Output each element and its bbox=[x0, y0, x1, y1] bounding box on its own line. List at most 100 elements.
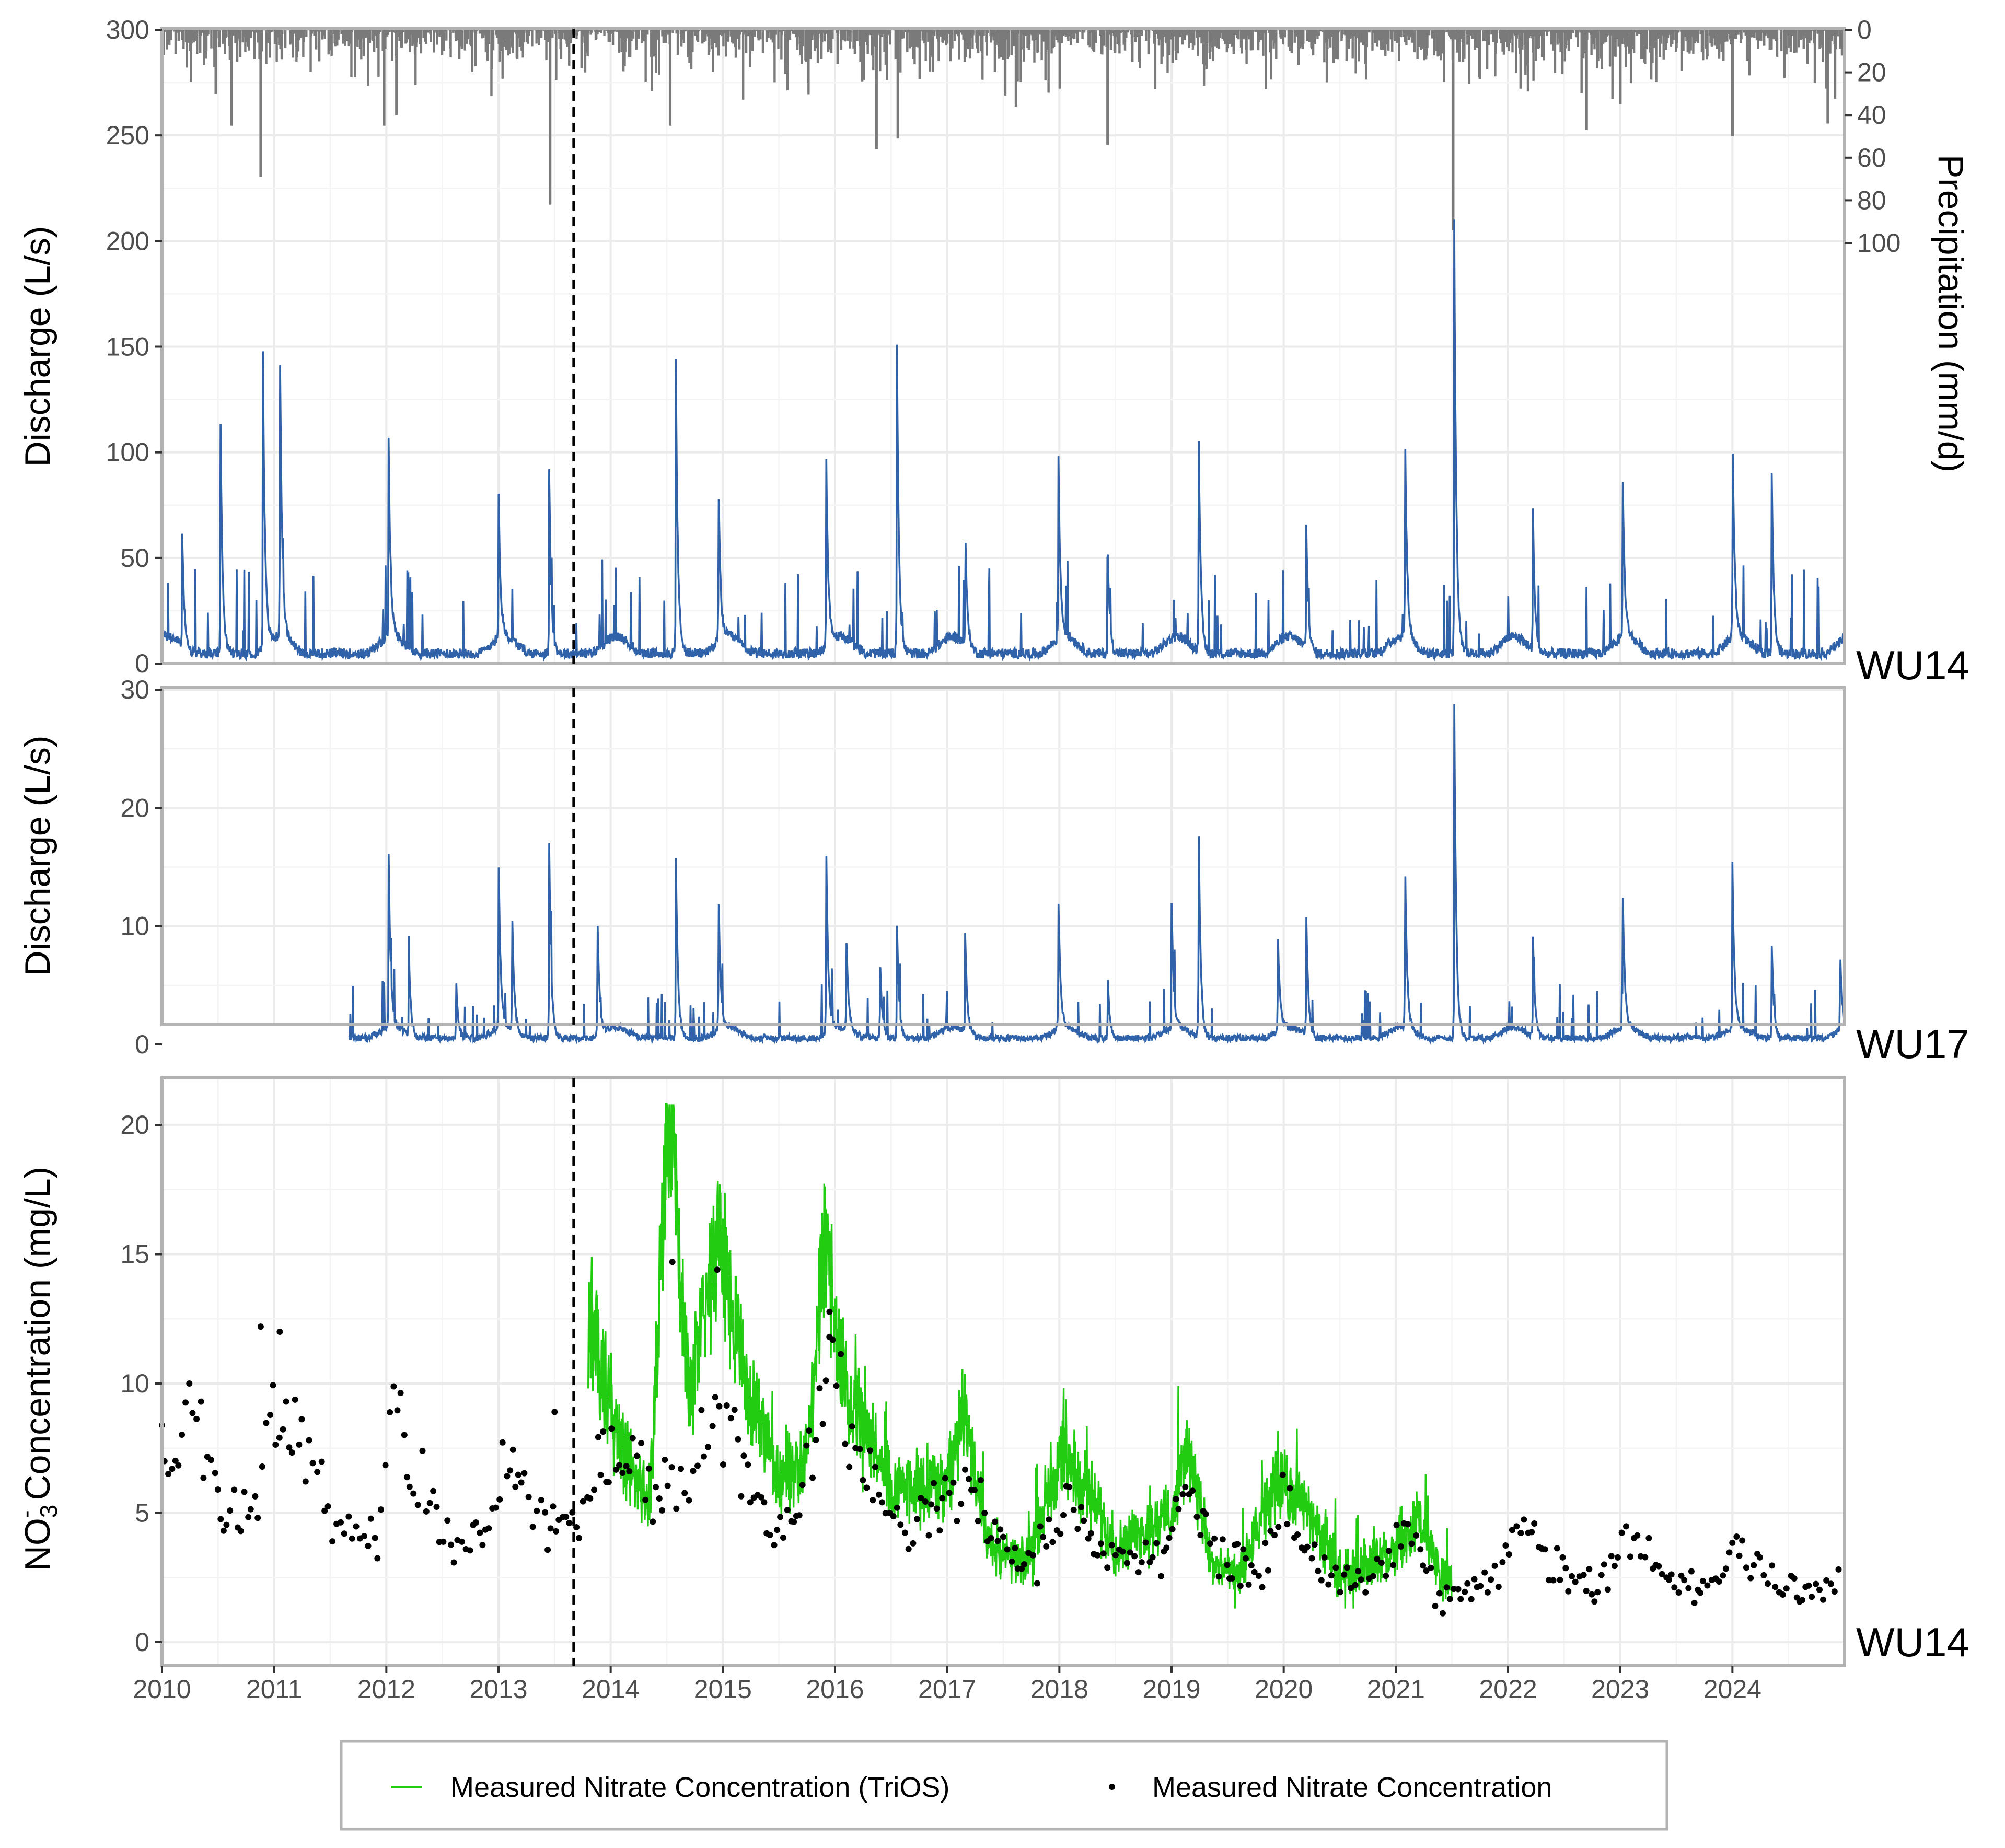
nitrate-point bbox=[1618, 1529, 1625, 1536]
precip-bar bbox=[241, 30, 244, 43]
nitrate-point bbox=[372, 1535, 378, 1541]
precip-bar bbox=[1246, 30, 1248, 36]
precip-bar bbox=[1060, 30, 1062, 31]
nitrate-point bbox=[653, 1484, 659, 1491]
precip-bar bbox=[641, 30, 643, 43]
nitrate-point bbox=[1362, 1589, 1369, 1596]
precip-bar bbox=[1700, 30, 1703, 52]
precip-bar bbox=[551, 30, 554, 38]
precip-bar bbox=[1218, 30, 1220, 49]
precip-bar bbox=[732, 30, 735, 44]
precip-bar bbox=[430, 30, 432, 42]
precip-bar bbox=[770, 30, 773, 32]
nitrate-point bbox=[1287, 1485, 1293, 1492]
ylabel-superscript: - bbox=[12, 1510, 39, 1518]
precip-bar bbox=[1552, 30, 1555, 42]
precip-bar bbox=[757, 30, 760, 41]
precip-bar bbox=[1671, 30, 1674, 44]
nitrate-point bbox=[1477, 1583, 1484, 1589]
nitrate-point bbox=[1446, 1596, 1453, 1602]
precip-bar bbox=[886, 30, 889, 33]
nitrate-point bbox=[1688, 1568, 1695, 1575]
precip-bar bbox=[1319, 30, 1322, 32]
precip-bar bbox=[1823, 30, 1825, 31]
precip-bar bbox=[1677, 30, 1680, 32]
precip-bar bbox=[235, 30, 237, 39]
nitrate-point bbox=[745, 1461, 751, 1468]
precip-bar bbox=[1044, 30, 1047, 80]
precip-bar bbox=[253, 30, 256, 59]
precip-bar bbox=[1118, 30, 1121, 54]
precip-bar bbox=[1519, 30, 1522, 89]
precip-bar bbox=[915, 30, 919, 40]
x-tick-label: 2017 bbox=[918, 1675, 976, 1704]
precip-bar bbox=[1232, 30, 1235, 54]
y-tick-label: 10 bbox=[120, 1369, 149, 1398]
nitrate-point bbox=[1598, 1572, 1605, 1578]
precip-bar bbox=[284, 30, 287, 49]
precip-bar bbox=[313, 30, 316, 36]
x-tick-label: 2010 bbox=[133, 1675, 191, 1704]
precip-bar bbox=[1205, 30, 1208, 69]
precip-bar bbox=[1632, 30, 1636, 53]
precip-bar bbox=[1765, 30, 1768, 34]
precip-bar bbox=[1649, 30, 1651, 53]
precip-bar bbox=[244, 30, 247, 52]
nitrate-point bbox=[1565, 1588, 1572, 1595]
nitrate-point bbox=[338, 1519, 344, 1526]
nitrate-point bbox=[1765, 1580, 1771, 1587]
precip-bar bbox=[740, 30, 743, 32]
precip-bar bbox=[1603, 30, 1606, 43]
precip-bar bbox=[1151, 30, 1154, 31]
precip-bar bbox=[1355, 30, 1359, 37]
precip-bar bbox=[1492, 30, 1495, 42]
precip-bar bbox=[726, 30, 728, 41]
precip-bar bbox=[1258, 30, 1260, 42]
nitrate-point bbox=[314, 1469, 321, 1475]
precip-bar bbox=[1004, 30, 1007, 96]
precip-bar bbox=[1652, 30, 1655, 48]
precip-bar bbox=[1716, 30, 1718, 49]
precip-bar bbox=[1459, 30, 1462, 39]
precip-bar bbox=[210, 30, 213, 49]
y-tick-label: 250 bbox=[106, 121, 149, 150]
precip-bar bbox=[853, 30, 856, 54]
precip-bar bbox=[745, 30, 748, 53]
precip-bar bbox=[1606, 30, 1609, 33]
nitrate-point bbox=[509, 1446, 516, 1453]
precip-bar bbox=[1682, 30, 1685, 51]
precip-bar bbox=[276, 30, 280, 38]
precip-bar bbox=[777, 30, 780, 49]
nitrate-point bbox=[1513, 1523, 1520, 1530]
precip-bar bbox=[1161, 30, 1164, 57]
nitrate-point bbox=[1189, 1487, 1196, 1494]
precip-bar bbox=[965, 30, 967, 57]
precip-bar bbox=[1712, 30, 1715, 39]
precip-bar bbox=[1819, 30, 1822, 48]
precip-bar bbox=[1233, 30, 1236, 33]
precip-bar bbox=[1608, 30, 1612, 67]
precip-bar bbox=[671, 30, 674, 33]
nitrate-point bbox=[1275, 1524, 1282, 1530]
precip-bar bbox=[982, 30, 985, 36]
precip-bar bbox=[271, 30, 274, 32]
precip-bar bbox=[986, 30, 989, 33]
precip-bar bbox=[1312, 30, 1315, 56]
precip-bar bbox=[412, 30, 414, 44]
nitrate-point bbox=[212, 1470, 218, 1477]
precip-bar bbox=[1546, 30, 1549, 32]
precip-bar bbox=[955, 30, 958, 35]
precip-bar bbox=[685, 30, 687, 32]
nitrate-point bbox=[925, 1532, 932, 1539]
precip-bar bbox=[770, 30, 772, 40]
precip-bar bbox=[1360, 30, 1363, 43]
precip-bar bbox=[632, 30, 635, 39]
precip-bar bbox=[1764, 30, 1767, 36]
precip-bar bbox=[457, 30, 459, 40]
precip-bar bbox=[1583, 30, 1585, 54]
precip-bar bbox=[1810, 30, 1813, 41]
panel2-y-ticks: 0 10 20 30 bbox=[120, 675, 162, 1059]
precip-bar bbox=[436, 30, 438, 45]
precip-bar bbox=[1206, 30, 1209, 43]
precip-bar bbox=[1535, 30, 1537, 61]
